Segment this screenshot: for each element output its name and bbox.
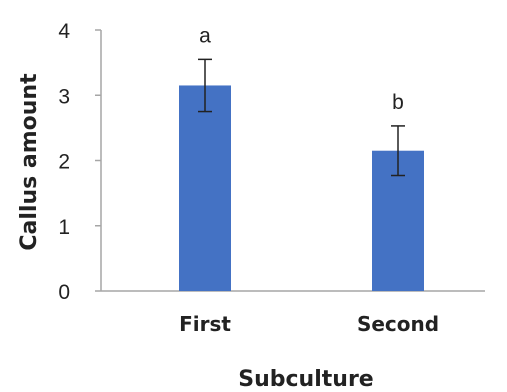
error-bars — [198, 58, 405, 177]
category-label-first: First — [179, 312, 231, 336]
y-tick-labels: 0 1 2 3 4 — [58, 20, 70, 304]
significance-label: a — [199, 24, 211, 47]
y-axis-title: Callus amount — [17, 73, 42, 251]
y-tick-label: 4 — [58, 20, 70, 43]
significance-labels: ab — [199, 24, 404, 114]
bar-first — [179, 85, 231, 292]
y-tick-label: 1 — [58, 216, 70, 239]
x-axis-title: Subculture — [238, 367, 373, 392]
significance-label: b — [392, 91, 404, 114]
chart-axes — [95, 29, 485, 292]
category-label-second: Second — [357, 312, 439, 336]
category-labels: First Second — [179, 312, 439, 336]
y-tick-label: 3 — [58, 85, 70, 108]
error-bar-second — [391, 125, 405, 177]
error-bar-first — [198, 58, 212, 113]
y-tick-label: 0 — [58, 281, 70, 304]
y-tick-label: 2 — [58, 151, 70, 174]
chart-bars — [179, 85, 424, 292]
